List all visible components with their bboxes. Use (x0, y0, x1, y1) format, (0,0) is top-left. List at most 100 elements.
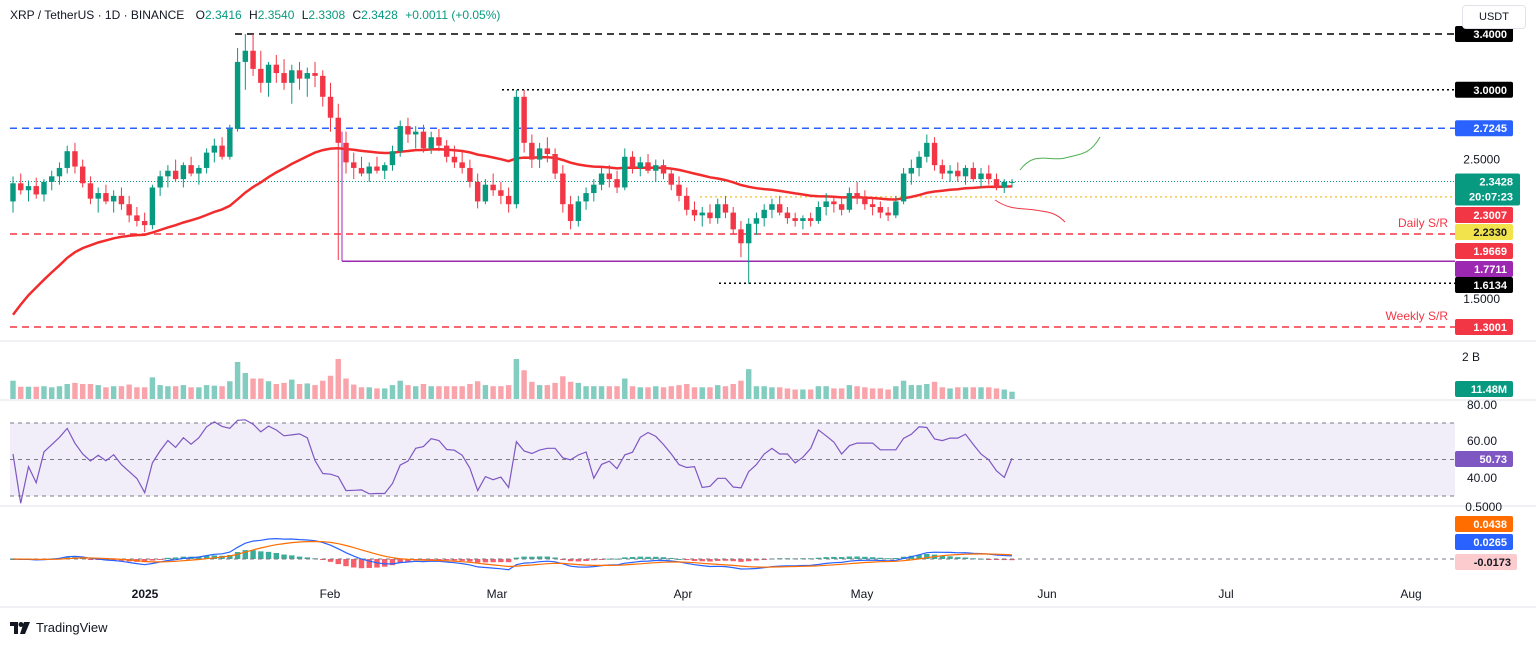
symbol-header[interactable]: XRP / TetherUS · 1D · BINANCE O2.3416 H2… (10, 8, 500, 22)
candle (250, 34, 256, 76)
candle-body (33, 186, 39, 195)
macd-histogram-bar (893, 557, 899, 559)
candle (118, 187, 125, 210)
candle (498, 181, 504, 205)
candle (838, 198, 845, 216)
macd-histogram-bar (947, 556, 953, 559)
candle-body (219, 145, 225, 157)
candle (769, 198, 775, 219)
candle-body (56, 167, 63, 177)
price-levels: Daily S/R Weekly S/R (10, 33, 1455, 328)
macd-histogram-bar (869, 557, 876, 559)
candle-body (962, 167, 969, 177)
volume-bar (567, 381, 574, 399)
candlestick-series[interactable] (10, 34, 1015, 284)
x-tick-jun: Jun (1037, 587, 1056, 601)
macd-histogram-bar (622, 557, 628, 559)
level-label-1.6134: 1.6134 (1455, 277, 1513, 293)
candle (196, 165, 202, 185)
candle-body (575, 201, 582, 221)
candle (428, 131, 434, 154)
macd-histogram-bar (668, 557, 674, 559)
macd-histogram-bar (660, 557, 667, 559)
volume-bar (141, 387, 148, 399)
volume-bar (598, 386, 605, 399)
macd-histogram-bar (304, 557, 310, 559)
volume-bar (924, 384, 930, 399)
x-tick-2025: 2025 (132, 587, 159, 601)
macd-histogram-bar (451, 559, 458, 561)
chart-grid (0, 340, 1536, 608)
candle (908, 159, 915, 185)
volume-bar (110, 386, 117, 399)
volume-bar (56, 386, 63, 399)
symbol-name[interactable]: XRP / TetherUS · 1D · BINANCE (10, 8, 185, 22)
candle (544, 137, 551, 163)
candle-body (327, 96, 334, 118)
candle (947, 165, 953, 182)
candle (405, 117, 411, 143)
candle (242, 34, 249, 90)
currency-button[interactable]: USDT (1462, 5, 1526, 29)
volume-bar (676, 385, 682, 399)
macd-pane: 0.5000 0.0438 0.0265 -0.0173 (10, 500, 1517, 571)
volume-bar (242, 373, 249, 399)
candle-body (947, 170, 953, 174)
candle (986, 165, 992, 185)
level-label-1.6134-bg (1455, 277, 1513, 293)
candle (25, 180, 32, 202)
level-label-3.0000-text: 3.0000 (1473, 85, 1507, 97)
macd-histogram-bar (877, 557, 884, 559)
macd-histogram-bar (955, 557, 961, 559)
last-price-text: 2.3428 (1479, 177, 1513, 189)
bearish-projection (994, 199, 1066, 223)
candle-body (374, 166, 380, 171)
candle (180, 162, 187, 188)
volume-bar (846, 385, 853, 399)
volume-bar (637, 387, 643, 399)
macd-histogram-bar (366, 559, 372, 568)
volume-bar (900, 380, 907, 399)
candle-body (343, 142, 349, 163)
price-scale-label: 2.5000 (1463, 153, 1500, 167)
rsi-line (12, 419, 1013, 504)
candle (784, 207, 791, 224)
macd-histogram-bar (149, 559, 156, 561)
macd-histogram-bar (699, 559, 705, 562)
rsi-value-label-bg (1455, 451, 1513, 467)
candle-body (25, 186, 32, 191)
histogram-value-label-text: -0.0173 (1474, 557, 1511, 569)
candle-body (629, 156, 636, 168)
close-label: C (352, 8, 362, 22)
volume-bar (815, 386, 822, 399)
volume-bar (978, 387, 984, 399)
macd-histogram-bar (242, 550, 249, 559)
macd-histogram-bar (490, 559, 496, 563)
macd-histogram-bar (343, 559, 349, 567)
macd-histogram-bar (443, 559, 450, 561)
volume-bar (722, 386, 729, 399)
macd-histogram-bar (289, 555, 295, 559)
volume-bar (745, 369, 752, 399)
candle (219, 137, 225, 160)
macd-histogram-bar (591, 559, 597, 561)
candle-body (637, 162, 643, 168)
candle-body (296, 70, 303, 79)
candle-body (792, 218, 798, 221)
candle-body (552, 153, 558, 174)
candle-body (583, 193, 589, 202)
candle-body (769, 204, 775, 210)
candle (141, 212, 148, 233)
tradingview-logo[interactable]: TradingView (10, 620, 108, 635)
candle (862, 190, 868, 210)
volume-bar (436, 386, 442, 399)
macd-histogram-bar (823, 557, 829, 559)
candle-body (412, 131, 419, 135)
macd-histogram-bar (1009, 559, 1015, 561)
candle-body (157, 176, 163, 188)
candle-body (95, 193, 101, 199)
volume-bar (172, 386, 179, 399)
candle-body (893, 201, 899, 216)
volume-bar (10, 380, 16, 399)
